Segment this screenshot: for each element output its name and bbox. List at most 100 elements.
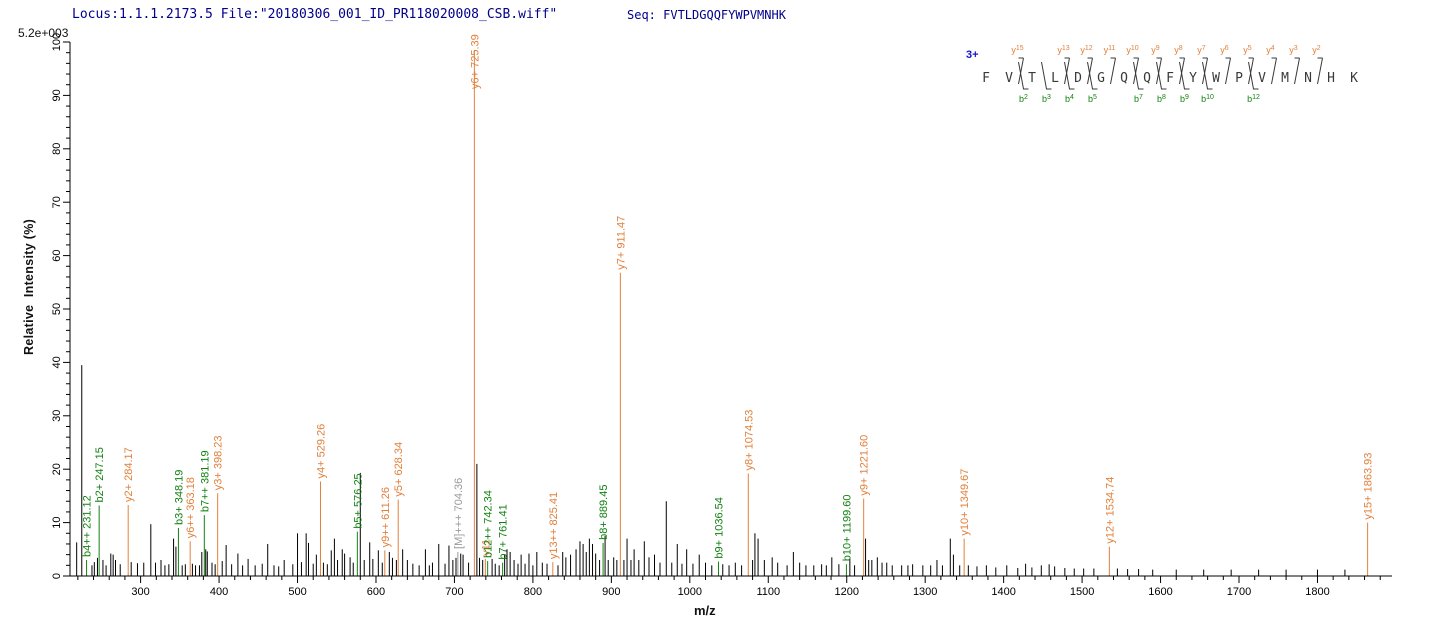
peak-label: y15+ 1863.93 (1363, 453, 1375, 520)
peak-label: y13++ 825.41 (548, 492, 560, 559)
peak-label: b7+ 761.41 (498, 504, 510, 559)
y-tick-label: 10 (51, 516, 63, 528)
x-tick-label: 600 (367, 586, 385, 598)
sequence-residue: D (1074, 71, 1082, 86)
fragment-marker-y (1248, 57, 1254, 85)
x-tick-label: 500 (288, 586, 306, 598)
b-ion-label: b8 (1157, 94, 1166, 104)
x-tick-label: 800 (524, 586, 542, 598)
y-tick-label: 20 (51, 463, 63, 475)
x-tick-label: 1500 (1070, 586, 1094, 598)
sequence-residue: K (1350, 71, 1358, 86)
fragment-marker-y (1202, 57, 1208, 85)
y-tick-label: 50 (51, 303, 63, 315)
peak-label: y5+ 628.34 (393, 442, 405, 497)
x-axis-title: m/z (694, 603, 716, 618)
fragment-marker-y (1064, 57, 1070, 85)
x-tick-label: 1200 (834, 586, 858, 598)
y-ion-label: y7 (1197, 45, 1206, 55)
x-tick-label: 1800 (1305, 586, 1329, 598)
peak-label: b5+ 576.25 (352, 473, 364, 528)
x-tick-label: 1600 (1148, 586, 1172, 598)
y-ion-label: y8 (1174, 45, 1183, 55)
peak-label: y4+ 529.26 (315, 424, 327, 479)
peak-label: y9++ 611.26 (380, 487, 392, 547)
peak-label: y7+ 911.47 (615, 216, 627, 270)
peak-label: b8+ 889.45 (598, 485, 610, 540)
precursor-charge-label: 3+ (966, 49, 979, 61)
b-ion-label: b7 (1134, 94, 1143, 104)
sequence-residue: T (1028, 71, 1036, 86)
base-peak-intensity-label: 5.2e+003 (18, 26, 69, 40)
sequence-residue: V (1258, 71, 1266, 86)
fragment-marker-b (1156, 61, 1167, 90)
fragment-marker-b (1133, 61, 1144, 90)
y-tick-label: 0 (51, 573, 63, 579)
y-ion-label: y6 (1220, 45, 1229, 55)
y-tick-label: 30 (51, 410, 63, 422)
fragment-marker-b (1202, 61, 1213, 90)
sequence-residue: H (1327, 71, 1335, 86)
peak-label: y12+ 1534.74 (1104, 477, 1116, 544)
y-ion-label: y9 (1151, 45, 1160, 55)
sequence-residue: Q (1120, 71, 1128, 86)
y-ion-label: y3 (1289, 45, 1298, 55)
sequence-residue: V (1005, 71, 1013, 86)
b-ion-label: b4 (1065, 94, 1074, 104)
x-tick-label: 1300 (913, 586, 937, 598)
b-ion-label: b9 (1180, 94, 1189, 104)
sequence-residue: P (1235, 71, 1243, 86)
sequence-residue: F (982, 71, 990, 86)
x-tick-label: 700 (445, 586, 463, 598)
y-ion-label: y12 (1080, 45, 1092, 55)
peak-label: y8+ 1074.53 (743, 410, 755, 471)
y-ion-label: y5 (1243, 45, 1252, 55)
sequence-residue: L (1051, 71, 1059, 86)
fragment-marker-y (1087, 57, 1093, 85)
peak-label: b3+ 348.19 (173, 470, 185, 525)
sequence-residue: M (1281, 71, 1289, 86)
x-tick-label: 300 (131, 586, 149, 598)
fragment-marker-b (1248, 61, 1259, 90)
y-tick-label: 60 (51, 249, 63, 261)
b-ion-label: b2 (1019, 94, 1028, 104)
x-tick-label: 1000 (678, 586, 702, 598)
peak-label: b2+ 247.15 (94, 447, 106, 502)
fragment-marker-y (1294, 57, 1300, 85)
x-tick-label: 900 (602, 586, 620, 598)
fragment-marker-b (1179, 61, 1190, 90)
x-tick-label: 1700 (1227, 586, 1251, 598)
peak-label: y9+ 1221.60 (859, 435, 871, 496)
peak-label: y11 (480, 539, 492, 556)
peak-label: y6++ 363.18 (185, 477, 197, 538)
peak-label: b7++ 381.19 (199, 450, 211, 512)
y-ion-label: y4 (1266, 45, 1275, 55)
header-sequence: Seq: FVTLDGQQFYWPVMNHK (627, 8, 786, 22)
y-ion-label: y11 (1104, 45, 1116, 55)
peak-label: y2+ 284.17 (123, 447, 135, 502)
fragment-marker-y (1271, 57, 1277, 85)
b-ion-label: b10 (1201, 94, 1214, 104)
peak-label: y10+ 1349.67 (959, 469, 971, 536)
y-tick-label: 70 (51, 196, 63, 208)
peak-label: b4++ 231.12 (82, 495, 94, 557)
peak-label: [M]+++ 704.36 (453, 478, 465, 549)
y-ion-label: y2 (1312, 45, 1321, 55)
b-ion-label: b3 (1042, 94, 1051, 104)
y-ion-label: y15 (1011, 45, 1023, 55)
fragment-marker-y (1225, 57, 1231, 85)
y-tick-label: 40 (51, 356, 63, 368)
sequence-residue: W (1212, 71, 1220, 86)
y-tick-label: 100 (51, 33, 63, 51)
sequence-residue: Q (1143, 71, 1151, 86)
y-tick-label: 90 (51, 89, 63, 101)
header-locus-file: Locus:1.1.1.2173.5 File:"20180306_001_ID… (72, 7, 558, 22)
y-ion-label: y13 (1057, 45, 1069, 55)
x-tick-label: 400 (210, 586, 228, 598)
fragment-marker-b (1018, 61, 1029, 90)
peak-label: y6+ 725.39 (469, 34, 481, 89)
x-tick-label: 1400 (991, 586, 1015, 598)
fragment-marker-b (1087, 61, 1098, 90)
